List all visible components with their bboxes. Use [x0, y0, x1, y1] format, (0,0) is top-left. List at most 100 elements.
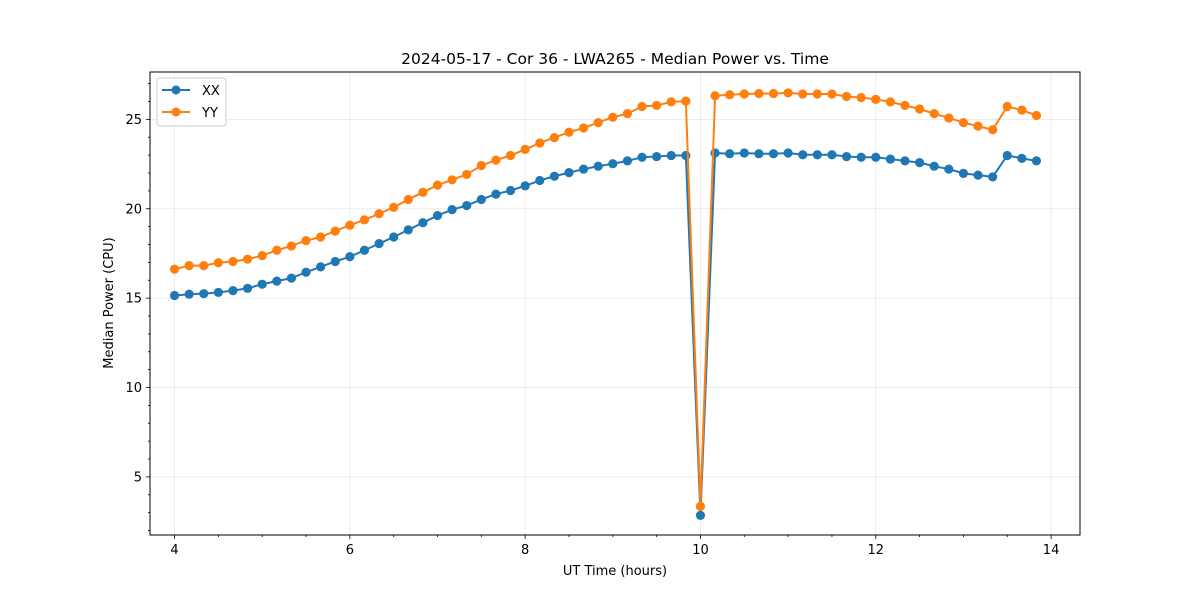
- data-point-xx: [520, 181, 530, 191]
- data-point-yy: [549, 133, 559, 143]
- data-point-yy: [169, 264, 180, 274]
- chart-title: 2024-05-17 - Cor 36 - LWA265 - Median Po…: [401, 50, 829, 68]
- data-point-yy: [286, 241, 297, 251]
- data-point-xx: [432, 210, 443, 221]
- x-tick-label: 12: [867, 543, 884, 558]
- y-axis-ticks: 5 10 15 20 25: [125, 83, 150, 531]
- data-point-xx: [374, 239, 384, 249]
- data-point-xx: [988, 172, 998, 182]
- data-point-yy: [1002, 101, 1012, 112]
- data-point-yy: [213, 258, 223, 268]
- data-point-yy: [812, 89, 822, 99]
- data-point-yy: [403, 194, 413, 205]
- data-point-yy: [184, 261, 194, 271]
- data-point-yy: [944, 113, 954, 123]
- data-point-yy: [798, 89, 808, 99]
- x-tick-label: 6: [346, 543, 354, 558]
- plot-area-frame: [149, 71, 1081, 536]
- data-point-xx: [1002, 150, 1012, 161]
- data-point-xx: [725, 149, 735, 159]
- data-point-yy: [359, 215, 370, 225]
- data-point-xx: [622, 156, 633, 166]
- data-point-yy: [710, 91, 720, 101]
- data-point-yy: [257, 250, 267, 261]
- data-point-xx: [447, 205, 457, 215]
- data-point-xx: [812, 150, 822, 160]
- data-point-xx: [462, 200, 472, 211]
- data-point-xx: [798, 150, 808, 160]
- data-point-xx: [944, 164, 954, 174]
- data-point-yy: [491, 155, 501, 165]
- data-point-xx: [257, 279, 267, 289]
- data-point-xx: [914, 158, 925, 168]
- data-point-yy: [418, 187, 428, 197]
- data-point-yy: [652, 100, 662, 111]
- data-point-xx: [286, 273, 297, 283]
- data-point-yy: [725, 90, 735, 100]
- data-point-yy: [476, 160, 486, 171]
- data-point-yy: [841, 91, 852, 102]
- data-point-xx: [301, 267, 311, 277]
- data-point-xx: [754, 149, 764, 159]
- data-point-yy: [330, 226, 340, 236]
- data-point-yy: [914, 104, 925, 114]
- data-point-yy: [505, 150, 516, 161]
- legend-label-xx: XX: [202, 84, 220, 99]
- data-point-xx: [681, 150, 691, 161]
- data-point-yy: [871, 94, 881, 104]
- legend-marker-yy: [171, 107, 181, 117]
- data-point-xx: [856, 152, 866, 162]
- y-tick-label: 10: [125, 381, 142, 396]
- y-tick-label: 5: [134, 470, 142, 485]
- data-point-xx: [929, 161, 939, 171]
- data-point-xx: [841, 151, 852, 162]
- data-point-xx: [418, 218, 428, 228]
- data-point-xx: [169, 290, 180, 301]
- data-point-yy: [739, 89, 749, 99]
- data-point-yy: [681, 96, 691, 106]
- data-point-yy: [622, 109, 633, 119]
- data-point-xx: [652, 151, 662, 162]
- data-point-xx: [783, 148, 793, 158]
- data-point-xx: [593, 161, 603, 171]
- data-point-yy: [272, 245, 282, 255]
- data-point-xx: [272, 276, 282, 286]
- data-point-xx: [199, 289, 209, 299]
- data-point-yy: [900, 100, 910, 111]
- data-point-yy: [768, 88, 779, 99]
- data-point-yy: [666, 97, 676, 107]
- data-point-xx: [505, 185, 516, 196]
- y-tick-label: 25: [125, 113, 142, 128]
- data-point-yy: [929, 109, 939, 119]
- data-point-xx: [491, 189, 501, 199]
- data-point-xx: [345, 252, 355, 262]
- data-point-yy: [316, 232, 326, 242]
- data-point-yy: [578, 123, 589, 133]
- data-point-yy: [856, 92, 866, 103]
- x-tick-label: 4: [170, 543, 178, 558]
- data-point-yy: [608, 112, 618, 122]
- data-point-yy: [462, 169, 472, 180]
- data-point-xx: [403, 225, 413, 235]
- data-point-yy: [783, 88, 793, 98]
- x-axis-label: UT Time (hours): [563, 564, 667, 579]
- data-point-xx: [637, 152, 647, 162]
- series-yy: [169, 88, 1042, 511]
- data-point-yy: [389, 202, 399, 212]
- data-point-xx: [228, 286, 238, 296]
- data-point-xx: [900, 156, 910, 166]
- data-point-yy: [593, 117, 603, 128]
- data-point-xx: [827, 150, 837, 160]
- data-point-xx: [666, 150, 676, 161]
- x-tick-label: 8: [521, 543, 529, 558]
- data-point-xx: [578, 164, 589, 174]
- y-tick-label: 15: [125, 292, 142, 307]
- data-point-yy: [988, 125, 998, 135]
- legend-label-yy: YY: [201, 106, 218, 121]
- legend: XX YY: [156, 77, 227, 127]
- data-point-xx: [608, 159, 618, 169]
- data-point-yy: [1031, 110, 1042, 121]
- data-point-yy: [564, 127, 574, 137]
- data-point-yy: [958, 117, 969, 128]
